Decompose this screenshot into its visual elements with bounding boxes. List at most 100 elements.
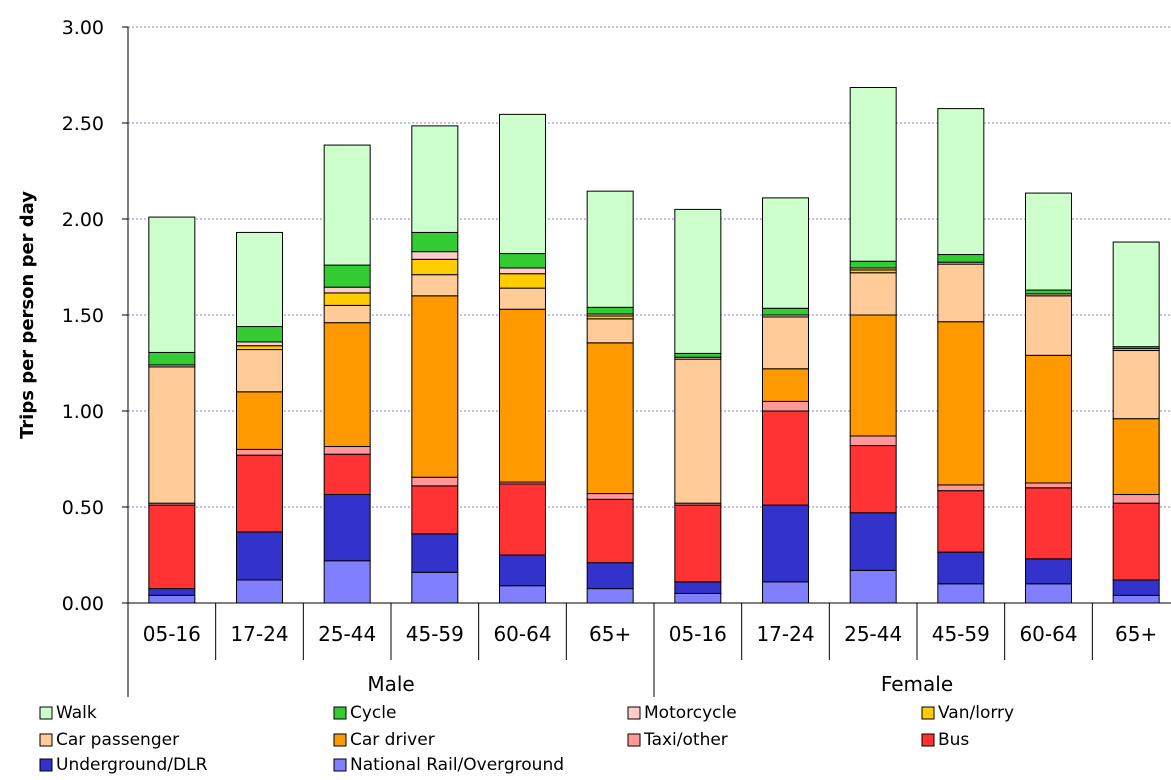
bar-segment (323, 494, 371, 562)
bar-segment (1025, 295, 1072, 356)
bar-segment (586, 588, 634, 604)
x-category-label: 60-64 (1019, 622, 1077, 646)
bar-segment (236, 454, 283, 533)
bar-segment (586, 498, 634, 564)
bar-segment (236, 579, 283, 604)
bar-segment (148, 504, 196, 590)
legend-label: Van/lorry (938, 703, 1014, 723)
bar-segment (586, 306, 634, 315)
y-axis-label: Trips per person per day (17, 191, 38, 439)
bar-segment (411, 571, 459, 604)
bar-segment (411, 125, 459, 233)
bar-segment (411, 476, 459, 487)
legend-swatch (39, 758, 53, 772)
axes (122, 26, 1171, 697)
bar-segment (323, 304, 371, 324)
bars (148, 86, 1160, 604)
bar-segment (148, 594, 196, 604)
legend-label: Bus (938, 730, 969, 750)
x-category-label: 05-16 (669, 622, 727, 646)
legend-label: Car driver (350, 730, 435, 750)
bar-segment (1112, 418, 1160, 496)
bar-segment (1025, 289, 1072, 295)
bar-segment (1025, 558, 1072, 585)
bar-segment (236, 231, 283, 328)
legend-label: Walk (56, 703, 97, 723)
bar-segment (1112, 594, 1160, 604)
bar-segment (1025, 487, 1072, 560)
legend-label: National Rail/Overground (350, 755, 564, 775)
bar-segment (762, 410, 809, 506)
bar-segment (323, 322, 371, 448)
bar-segment (849, 314, 897, 437)
bar-segment (499, 267, 546, 275)
bar-segment (586, 493, 634, 500)
bar-segment (762, 368, 809, 402)
bar-segment (762, 316, 809, 370)
legend-swatch (333, 758, 347, 772)
bar-segment (148, 351, 196, 366)
x-category-labels: 05-16 17-24 25-44 45-59 60-64 65+ 05-16 17-24 25… (143, 622, 1158, 646)
bar-segment (236, 531, 283, 581)
bar-segment (937, 583, 985, 604)
bar-segment (323, 144, 371, 266)
legend-swatch (39, 706, 53, 720)
y-tick-labels: 0.00 0.50 1.00 1.50 2.00 2.50 3.00 (62, 17, 104, 615)
bar-segment (849, 86, 897, 262)
legend: Walk Cycle Motorcycle Van/lorry Car passenge… (39, 703, 1014, 775)
bar-segment (499, 253, 546, 269)
bar-segment (499, 273, 546, 289)
bar-segment (411, 258, 459, 276)
bar-segment (937, 551, 985, 585)
bar-segment (586, 190, 634, 308)
bar-segment (323, 286, 371, 294)
x-category-label: 25-44 (318, 622, 376, 646)
bar-segment (674, 358, 722, 504)
bar-segment (849, 445, 897, 514)
bar-segment (849, 512, 897, 571)
bar-segment (937, 321, 985, 486)
bar-segment (586, 342, 634, 495)
bar-segment (674, 352, 722, 358)
bar-segment (499, 554, 546, 587)
x-category-label: 65+ (589, 622, 631, 646)
legend-swatch (921, 706, 935, 720)
y-tick-label: 2.00 (62, 209, 104, 231)
bar-segment (236, 391, 283, 450)
bar-segment (411, 274, 459, 297)
bar-segment (1112, 241, 1160, 348)
bar-segment (762, 504, 809, 583)
bar-segment (411, 231, 459, 253)
bar-segment (937, 108, 985, 256)
x-category-label: 45-59 (406, 622, 464, 646)
x-category-label: 65+ (1115, 622, 1157, 646)
bar-segment (849, 260, 897, 269)
bar-segment (937, 254, 985, 263)
x-category-label: 25-44 (844, 622, 902, 646)
legend-label: Cycle (350, 703, 396, 723)
bar-segment (1025, 354, 1072, 484)
bar-segment (1025, 482, 1072, 489)
bar-segment (1112, 494, 1160, 504)
bar-segment (236, 448, 283, 456)
bar-segment (849, 435, 897, 447)
gridlines (128, 26, 1171, 508)
x-group-label: Female (881, 672, 953, 696)
bar-segment (762, 307, 809, 316)
bar-segment (937, 490, 985, 553)
legend-swatch (921, 733, 935, 747)
x-category-label: 45-59 (932, 622, 990, 646)
bar-segment (236, 349, 283, 393)
bar-segment (411, 295, 459, 478)
bar-segment (148, 588, 196, 596)
bar-segment (323, 453, 371, 496)
legend-label: Taxi/other (643, 730, 728, 750)
x-category-label: 05-16 (143, 622, 201, 646)
y-tick-label: 1.00 (62, 401, 104, 423)
legend-swatch (39, 733, 53, 747)
bar-segment (674, 581, 722, 594)
x-category-label: 60-64 (493, 622, 551, 646)
bar-segment (586, 562, 634, 590)
bar-segment (323, 264, 371, 288)
